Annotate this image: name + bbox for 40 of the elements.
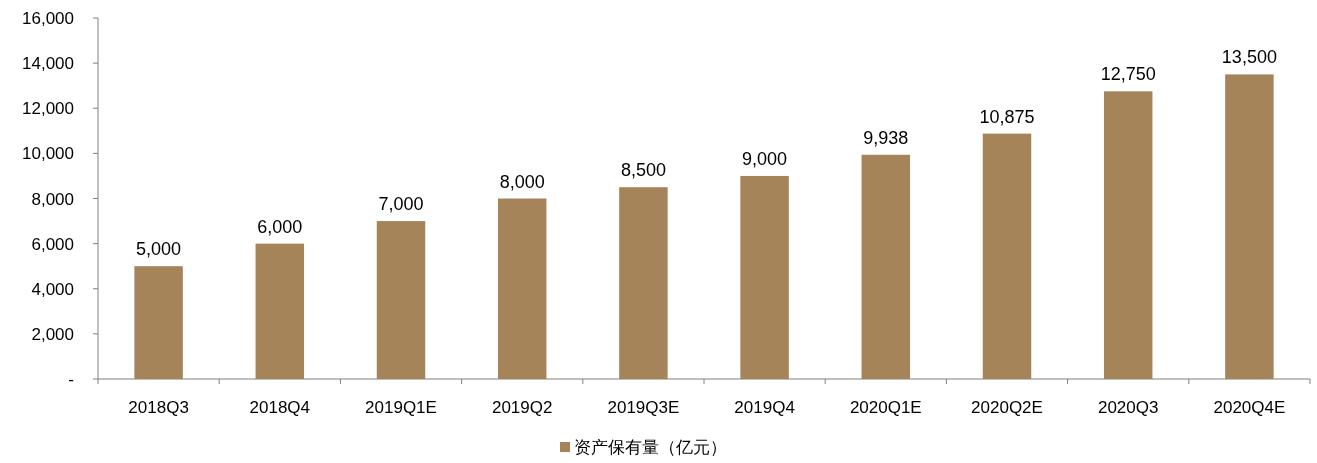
x-tick-label: 2020Q2E <box>971 398 1043 417</box>
y-tick-label: 12,000 <box>22 99 74 119</box>
x-tick-label: 2019Q1E <box>365 398 437 417</box>
data-label: 12,750 <box>1100 64 1156 85</box>
bar <box>619 187 668 379</box>
data-label: 8,000 <box>499 171 545 192</box>
bar <box>376 221 426 379</box>
bar <box>255 243 305 379</box>
bar <box>861 154 911 379</box>
y-tick-label: 6,000 <box>31 234 74 254</box>
data-label: 13,500 <box>1221 47 1277 68</box>
data-label: 7,000 <box>378 194 424 215</box>
y-tick-label: - <box>68 370 74 389</box>
x-tick-label: 2020Q4E <box>1213 398 1286 417</box>
y-tick-label: 2,000 <box>31 324 74 344</box>
x-tick-label: 2020Q1E <box>849 398 922 417</box>
x-tick-label: 2019Q4 <box>734 398 795 417</box>
data-label: 10,875 <box>979 106 1035 127</box>
y-tick-label: 8,000 <box>31 189 74 209</box>
bar <box>1103 91 1153 379</box>
bar <box>740 175 789 379</box>
data-label: 8,500 <box>620 160 666 181</box>
x-tick-label: 2019Q2 <box>491 398 553 417</box>
y-tick-label: 10,000 <box>22 144 74 164</box>
y-tick-label: 14,000 <box>22 54 74 74</box>
x-tick-label: 2018Q4 <box>249 398 311 417</box>
data-label: 6,000 <box>257 216 303 237</box>
bar <box>134 266 183 379</box>
bar <box>982 133 1032 379</box>
bar <box>497 198 547 379</box>
y-tick-label: 4,000 <box>31 279 74 299</box>
x-tick-label: 2020Q3 <box>1097 398 1159 417</box>
y-tick-label: 16,000 <box>22 9 74 28</box>
bar <box>1225 74 1274 379</box>
data-label: 5,000 <box>136 239 182 260</box>
x-tick-label: 2019Q3E <box>607 398 680 417</box>
data-label: 9,938 <box>863 127 909 148</box>
legend-label: 资产保有量（亿元） <box>574 438 727 457</box>
data-label: 9,000 <box>742 148 788 169</box>
x-tick-label: 2018Q3 <box>128 398 189 417</box>
